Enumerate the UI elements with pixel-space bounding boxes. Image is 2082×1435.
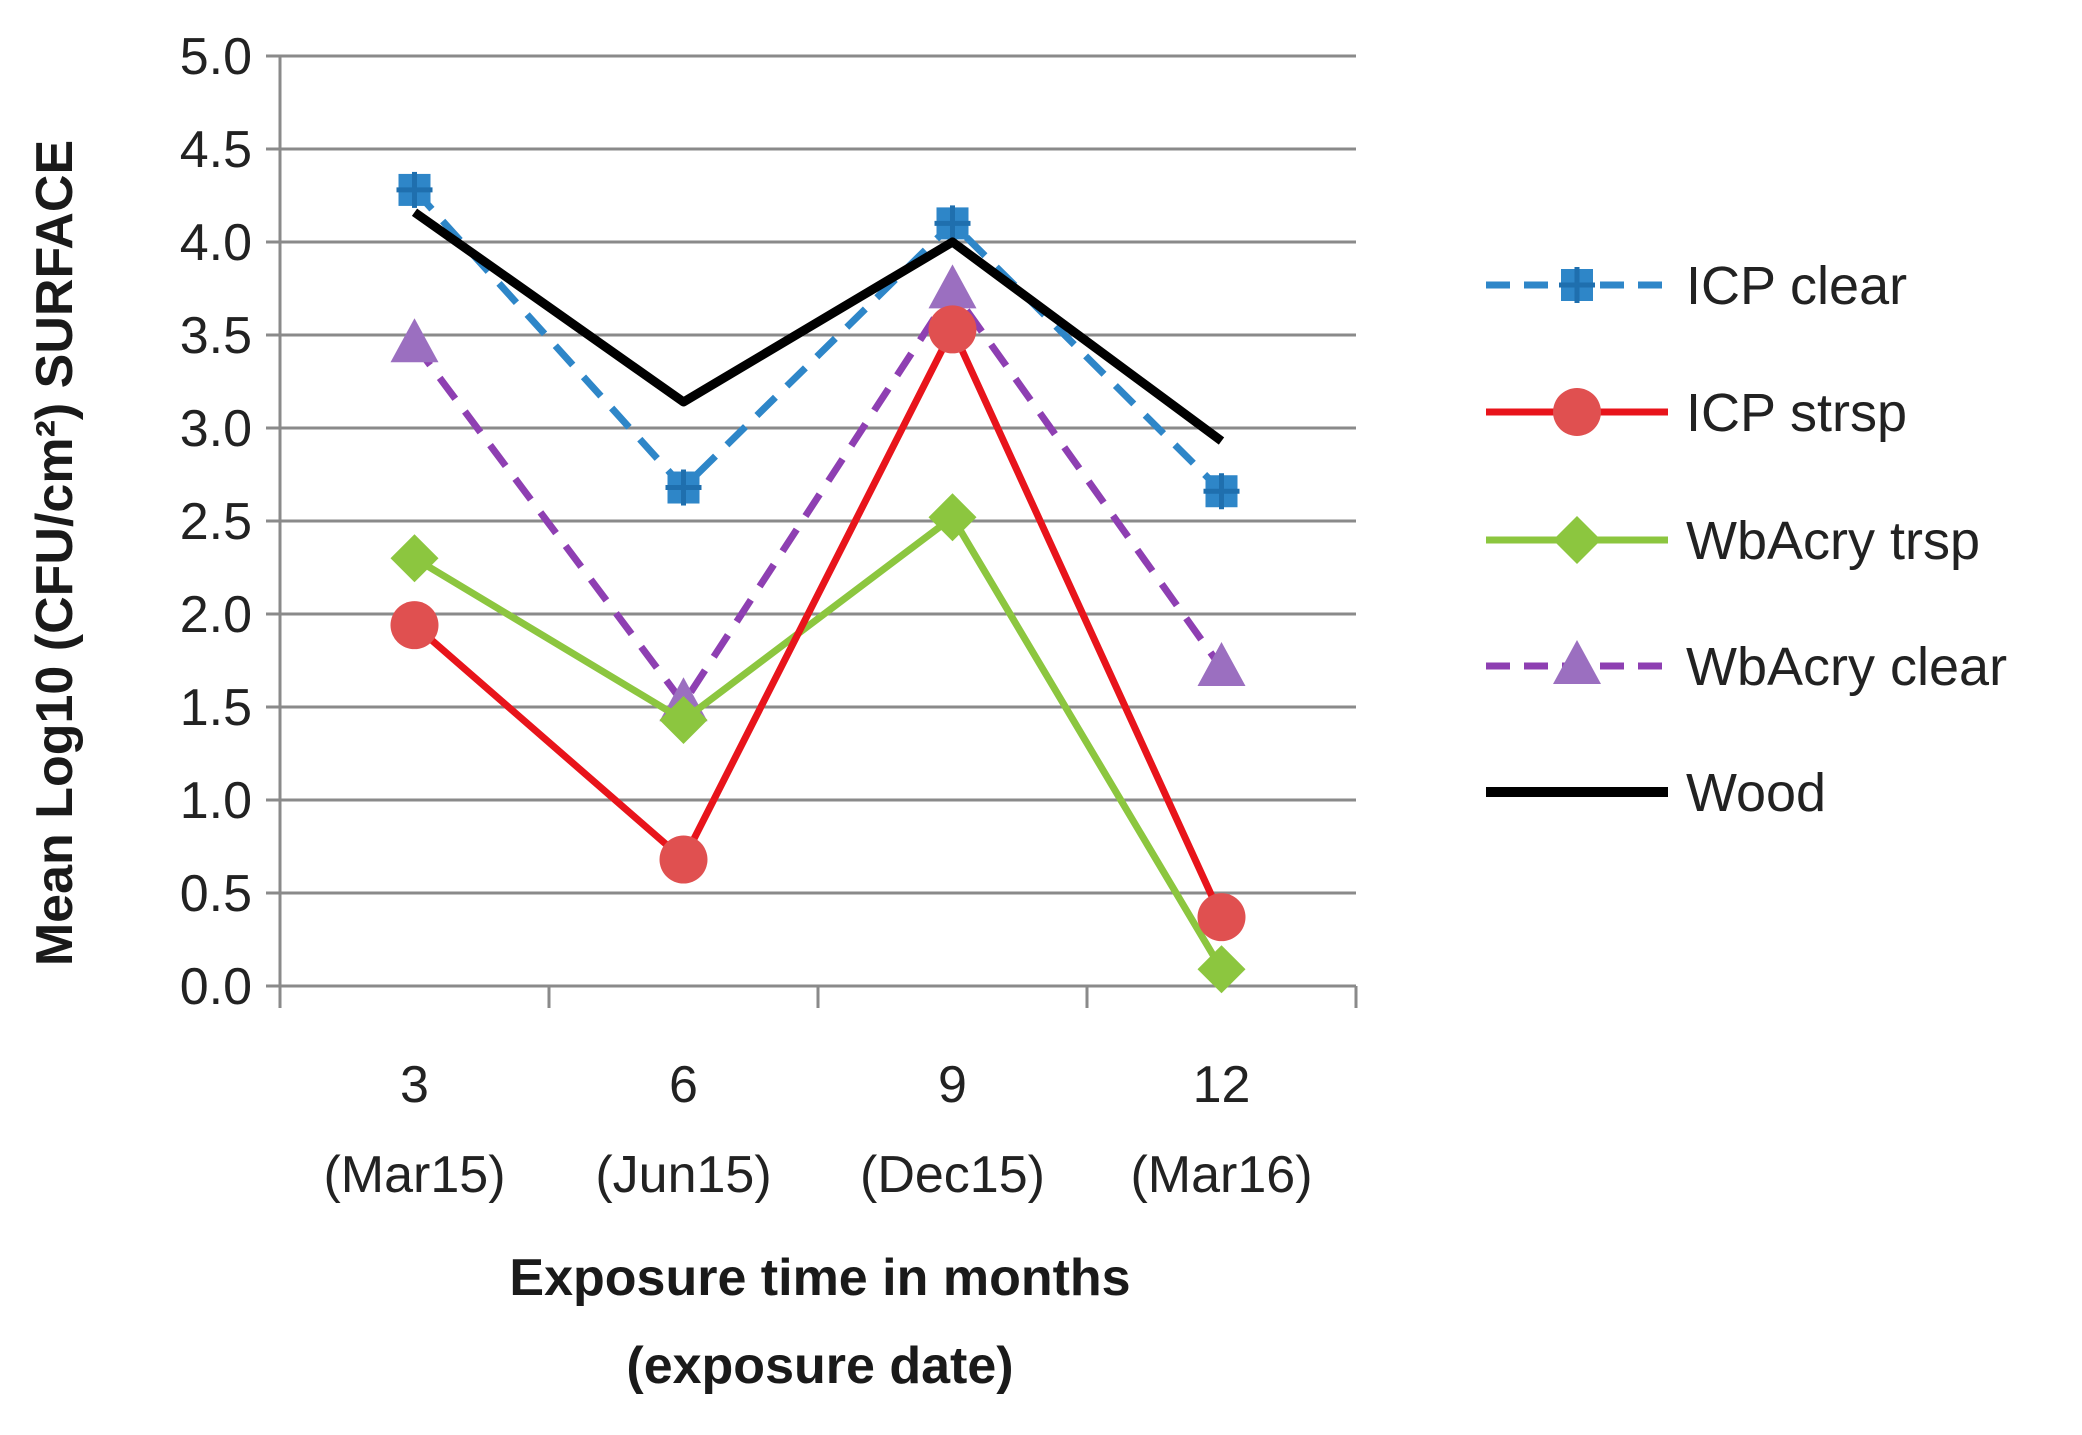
series-wbacry-trsp (390, 493, 1246, 994)
series-wbacry-clear (390, 264, 1246, 722)
series-wood (411, 208, 1225, 445)
data-point-wbacry-clear (390, 318, 439, 363)
data-point-wbacry-trsp (928, 493, 977, 542)
legend-label-wbacry-clear: WbAcry clear (1686, 637, 2007, 697)
legend-item-icp-strsp: ICP strsp (1486, 383, 1907, 443)
y-tick-label: 5.0 (180, 28, 252, 86)
y-axis-title: Mean Log10 (CFU/cm²) SURFACE (26, 140, 84, 966)
legend-label-icp-clear: ICP clear (1686, 256, 1907, 316)
y-tick-label: 2.5 (180, 493, 252, 551)
y-tick-label: 0.5 (180, 865, 252, 923)
legend-marker-icp-strsp (1553, 388, 1601, 436)
x-tick-sublabel: (Jun15) (595, 1146, 771, 1204)
y-tick-label: 2.0 (180, 586, 252, 644)
y-tick-label: 4.0 (180, 214, 252, 272)
y-tick-label: 1.5 (180, 679, 252, 737)
x-tick-label: 12 (1193, 1056, 1251, 1114)
legend-label-wood: Wood (1686, 763, 1826, 823)
data-point-icp-strsp (928, 305, 977, 354)
series-line-wood (411, 208, 1225, 445)
y-tick-label: 3.0 (180, 400, 252, 458)
legend-label-wbacry-trsp: WbAcry trsp (1686, 511, 1980, 571)
y-tick-label: 1.0 (180, 772, 252, 830)
y-tick-label: 0.0 (180, 958, 252, 1016)
legend-marker-wbacry-trsp (1553, 516, 1601, 564)
series-line-icp-clear (411, 187, 1224, 494)
series-line-wbacry-clear (411, 286, 1225, 707)
legend-item-wood: Wood (1486, 763, 1826, 823)
series-line-wbacry-trsp (412, 513, 1225, 972)
legend-item-wbacry-trsp: WbAcry trsp (1486, 511, 1980, 571)
data-point-wbacry-trsp (659, 696, 708, 745)
series-icp-clear (396, 171, 1240, 510)
x-tick-sublabel: (Mar15) (323, 1146, 505, 1204)
x-axis-title-line-2: (exposure date) (626, 1337, 1013, 1395)
gridlines (280, 54, 1356, 988)
data-point-icp-strsp (1197, 893, 1246, 942)
data-point-wbacry-clear (1197, 641, 1246, 686)
x-tick-sublabel: (Mar16) (1130, 1146, 1312, 1204)
data-point-icp-strsp (390, 601, 439, 650)
y-tick-label: 3.5 (180, 307, 252, 365)
data-point-wbacry-trsp (1197, 945, 1246, 994)
x-tick-label: 6 (669, 1056, 698, 1114)
x-tick-sublabel: (Dec15) (860, 1146, 1045, 1204)
x-tick-label: 9 (938, 1056, 967, 1114)
y-tick-label: 4.5 (180, 121, 252, 179)
x-tick-label: 3 (400, 1056, 429, 1114)
data-point-wbacry-clear (928, 264, 977, 309)
data-point-icp-strsp (659, 835, 708, 884)
legend-item-icp-clear: ICP clear (1486, 256, 1907, 316)
legend-label-icp-strsp: ICP strsp (1686, 383, 1907, 443)
series-lines (390, 171, 1246, 994)
series-icp-strsp (390, 305, 1246, 942)
data-point-wbacry-trsp (390, 534, 439, 583)
legend: ICP clear ICP strsp WbAcry trsp WbAcry clea… (1486, 256, 2007, 823)
series-line-icp-strsp (412, 325, 1225, 919)
legend-item-wbacry-clear: WbAcry clear (1486, 637, 2007, 697)
axes: 0.0 0.5 1.0 1.5 2.0 2.5 3.0 3.5 4.0 4.5 5.0 3 (Mar15… (180, 28, 1358, 1204)
x-axis-title-line-1: Exposure time in months (509, 1249, 1130, 1307)
legend-marker-wbacry-clear (1553, 640, 1601, 684)
